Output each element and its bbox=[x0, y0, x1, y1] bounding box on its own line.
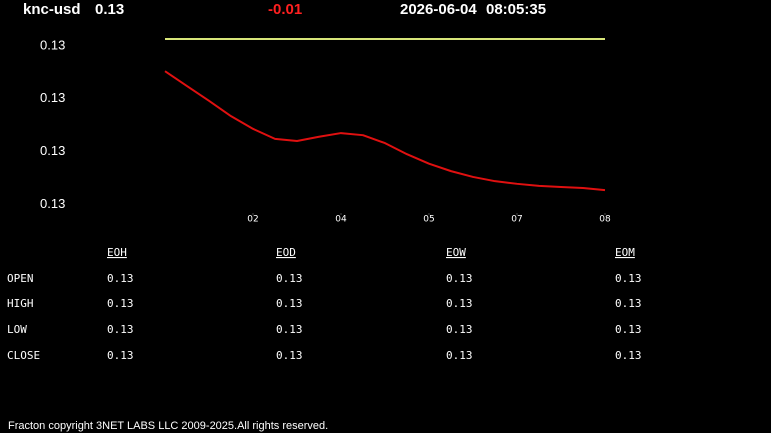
row-label: LOW bbox=[7, 323, 27, 336]
y-tick-label: 0.13 bbox=[40, 143, 65, 158]
cell: 0.13 bbox=[107, 349, 134, 362]
column-header: EOH bbox=[107, 246, 127, 259]
footer: Fracton copyright 3NET LABS LLC 2009-202… bbox=[8, 420, 328, 432]
column-header: EOD bbox=[276, 246, 296, 259]
x-tick-label: 08 bbox=[599, 215, 611, 225]
column-header: EOW bbox=[446, 246, 466, 259]
cell: 0.13 bbox=[446, 349, 473, 362]
cell: 0.13 bbox=[615, 297, 642, 310]
y-tick-label: 0.13 bbox=[40, 90, 65, 105]
cell: 0.13 bbox=[446, 297, 473, 310]
symbol: knc-usd bbox=[23, 1, 81, 18]
date: 2026-06-04 bbox=[400, 1, 477, 18]
x-tick-label: 02 bbox=[247, 215, 258, 225]
cell: 0.13 bbox=[107, 323, 134, 336]
x-tick-label: 05 bbox=[423, 215, 434, 225]
row-label: HIGH bbox=[7, 297, 34, 310]
cell: 0.13 bbox=[615, 323, 642, 336]
cell: 0.13 bbox=[276, 272, 303, 285]
cell: 0.13 bbox=[615, 272, 642, 285]
cell: 0.13 bbox=[107, 297, 134, 310]
y-tick-label: 0.13 bbox=[40, 37, 65, 52]
y-tick-label: 0.13 bbox=[40, 196, 65, 211]
time: 08:05:35 bbox=[486, 1, 546, 18]
cell: 0.13 bbox=[446, 323, 473, 336]
change: -0.01 bbox=[268, 1, 302, 18]
cell: 0.13 bbox=[107, 272, 134, 285]
price: 0.13 bbox=[95, 1, 124, 18]
cell: 0.13 bbox=[276, 323, 303, 336]
x-tick-label: 07 bbox=[511, 215, 522, 225]
line bbox=[164, 70, 606, 192]
cell: 0.13 bbox=[276, 349, 303, 362]
row-label: CLOSE bbox=[7, 349, 40, 362]
cell: 0.13 bbox=[615, 349, 642, 362]
cell: 0.13 bbox=[276, 297, 303, 310]
cell: 0.13 bbox=[446, 272, 473, 285]
column-header: EOM bbox=[615, 246, 635, 259]
row-label: OPEN bbox=[7, 272, 34, 285]
x-tick-label: 04 bbox=[335, 215, 347, 225]
